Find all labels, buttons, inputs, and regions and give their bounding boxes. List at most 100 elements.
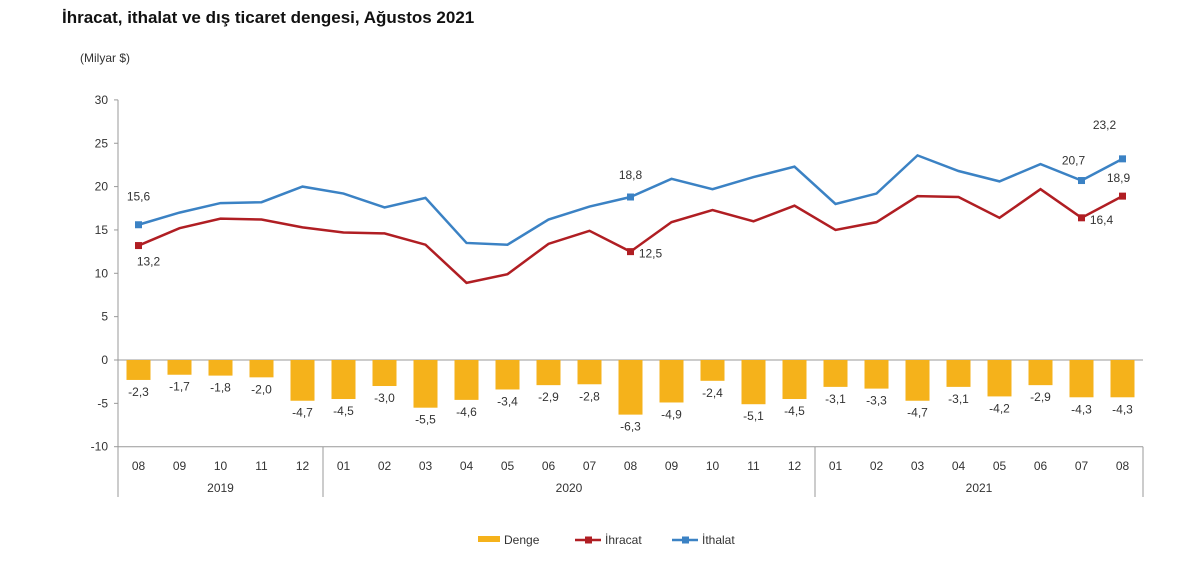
bar-label: -2,4 <box>702 386 723 400</box>
bar-denge <box>454 360 479 400</box>
bar-denge <box>1069 360 1094 398</box>
x-tick-label: 12 <box>788 459 802 473</box>
bar-denge <box>618 360 643 415</box>
bar-label: -4,7 <box>292 406 313 420</box>
y-tick-label: 30 <box>95 93 109 107</box>
x-tick-label: 03 <box>419 459 433 473</box>
legend-label: İhracat <box>605 533 642 547</box>
point-label: 20,7 <box>1062 154 1086 168</box>
legend-marker <box>585 536 592 544</box>
y-tick-label: 15 <box>95 223 109 237</box>
bar-denge <box>413 360 438 408</box>
bar-label: -2,8 <box>579 389 600 403</box>
y-tick-label: -10 <box>91 440 109 454</box>
bar-denge <box>372 360 397 387</box>
x-tick-label: 01 <box>829 459 843 473</box>
x-tick-label: 03 <box>911 459 925 473</box>
bar-denge <box>700 360 725 381</box>
bar-label: -5,1 <box>743 409 764 423</box>
y-tick-label: 10 <box>95 266 109 280</box>
y-tick-label: 25 <box>95 136 109 150</box>
point-marker <box>135 221 142 229</box>
bar-denge <box>823 360 848 387</box>
bar-denge <box>495 360 520 390</box>
year-label: 2021 <box>966 481 993 495</box>
chart-title: İhracat, ithalat ve dış ticaret dengesi,… <box>62 8 475 27</box>
bar-label: -1,7 <box>169 380 190 394</box>
bar-label: -3,3 <box>866 394 887 408</box>
bar-label: -2,9 <box>538 390 559 404</box>
x-tick-label: 10 <box>706 459 720 473</box>
point-marker <box>1078 177 1085 185</box>
legend-swatch-denge <box>478 536 500 542</box>
bar-denge <box>905 360 930 401</box>
point-marker <box>1119 192 1126 200</box>
bar-label: -4,9 <box>661 407 682 421</box>
x-tick-label: 11 <box>747 459 760 473</box>
point-marker <box>1119 155 1126 163</box>
bar-label: -1,8 <box>210 381 231 395</box>
bar-label: -6,3 <box>620 420 641 434</box>
x-tick-label: 05 <box>993 459 1007 473</box>
bar-denge <box>577 360 602 385</box>
bar-label: -4,3 <box>1071 402 1092 416</box>
legend-label: İthalat <box>702 533 735 547</box>
x-tick-label: 02 <box>378 459 392 473</box>
x-tick-label: 02 <box>870 459 884 473</box>
point-marker <box>627 248 634 256</box>
bar-denge <box>782 360 807 400</box>
bar-denge <box>290 360 315 401</box>
x-tick-label: 06 <box>1034 459 1048 473</box>
bar-label: -4,3 <box>1112 402 1133 416</box>
point-marker <box>1078 214 1085 222</box>
x-tick-label: 12 <box>296 459 310 473</box>
x-tick-label: 09 <box>173 459 187 473</box>
bar-label: -3,4 <box>497 394 518 408</box>
point-label: 15,6 <box>127 190 151 204</box>
x-tick-label: 08 <box>132 459 146 473</box>
y-tick-label: 0 <box>101 353 108 367</box>
bar-denge <box>126 360 151 380</box>
bar-label: -3,0 <box>374 391 395 405</box>
x-tick-label: 10 <box>214 459 228 473</box>
point-label: 16,4 <box>1090 213 1114 227</box>
point-label: 18,9 <box>1107 171 1131 185</box>
bar-denge <box>249 360 274 378</box>
x-tick-label: 04 <box>460 459 474 473</box>
point-marker <box>135 242 142 250</box>
y-tick-label: 5 <box>101 310 108 324</box>
point-marker <box>627 193 634 201</box>
bar-denge <box>331 360 356 400</box>
bar-label: -4,5 <box>333 404 354 418</box>
x-tick-label: 08 <box>1116 459 1130 473</box>
x-tick-label: 07 <box>583 459 597 473</box>
bar-label: -2,3 <box>128 385 149 399</box>
bar-denge <box>741 360 766 405</box>
year-label: 2020 <box>556 481 583 495</box>
bar-denge <box>1110 360 1135 398</box>
bar-label: -4,7 <box>907 406 928 420</box>
x-tick-label: 07 <box>1075 459 1089 473</box>
line-ihracat <box>138 187 1124 285</box>
point-label: 23,2 <box>1093 118 1117 132</box>
point-label: 12,5 <box>639 247 663 261</box>
bar-denge <box>987 360 1012 397</box>
y-tick-label: -5 <box>97 396 108 410</box>
legend-marker <box>682 536 689 544</box>
bar-label: -2,9 <box>1030 390 1051 404</box>
x-tick-label: 05 <box>501 459 515 473</box>
bar-denge <box>659 360 684 403</box>
y-axis-label: (Milyar $) <box>80 51 130 65</box>
y-tick-label: 20 <box>95 180 109 194</box>
bar-label: -3,1 <box>948 392 969 406</box>
x-tick-label: 11 <box>255 459 268 473</box>
bar-label: -5,5 <box>415 413 436 427</box>
bar-denge <box>864 360 889 389</box>
x-tick-label: 06 <box>542 459 556 473</box>
bar-label: -2,0 <box>251 382 272 396</box>
bar-label: -4,6 <box>456 405 477 419</box>
x-tick-label: 08 <box>624 459 638 473</box>
bar-label: -3,1 <box>825 392 846 406</box>
bar-denge <box>167 360 192 375</box>
